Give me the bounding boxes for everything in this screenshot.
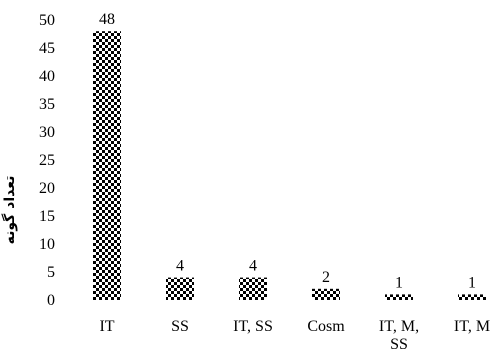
x-tick-label-line: Cosm (307, 318, 345, 335)
y-tick-label: 50 (39, 12, 55, 29)
data-label-3: 4 (249, 258, 257, 275)
x-tick-label-1: IT (99, 318, 114, 335)
y-axis-ticks: 0 5 10 15 20 25 30 35 40 45 50 (39, 12, 55, 309)
x-tick-label-line: SS (390, 336, 408, 353)
data-label-6: 1 (468, 274, 476, 291)
data-label-5: 1 (395, 274, 403, 291)
y-tick-label: 20 (39, 180, 55, 197)
x-tick-label-line: IT, SS (233, 318, 273, 335)
x-tick-label-4: Cosm (307, 318, 345, 335)
data-label-1: 48 (99, 11, 115, 28)
x-tick-label-line: IT, M (454, 318, 490, 335)
y-axis-label: تعداد گونه (1, 176, 18, 245)
x-tick-label-5: IT, M, SS (379, 318, 419, 353)
bar-2 (166, 277, 194, 300)
y-axis-label-group: تعداد گونه (1, 176, 18, 245)
data-label-4: 2 (322, 269, 330, 286)
y-tick-label: 30 (39, 124, 55, 141)
y-tick-label: 35 (39, 96, 55, 113)
y-tick-label: 40 (39, 68, 55, 85)
y-tick-label: 45 (39, 40, 55, 57)
y-tick-label: 0 (47, 292, 55, 309)
bar-3 (239, 277, 267, 300)
y-tick-label: 15 (39, 208, 55, 225)
bar-4 (312, 288, 340, 300)
y-tick-label: 25 (39, 152, 55, 169)
x-tick-label-line: IT, M, (379, 318, 419, 335)
y-tick-label: 5 (47, 264, 55, 281)
x-tick-label-6: IT, M (454, 318, 490, 335)
bar-6 (458, 294, 486, 300)
bars (93, 31, 486, 300)
data-labels: 48 4 4 2 1 1 (99, 11, 476, 291)
data-label-2: 4 (176, 258, 184, 275)
bar-1 (93, 31, 121, 300)
x-tick-label-3: IT, SS (233, 318, 273, 335)
x-tick-label-line: IT (99, 318, 114, 335)
bar-5 (385, 294, 413, 300)
x-tick-label-2: SS (171, 318, 189, 335)
x-tick-label-line: SS (171, 318, 189, 335)
y-tick-label: 10 (39, 236, 55, 253)
